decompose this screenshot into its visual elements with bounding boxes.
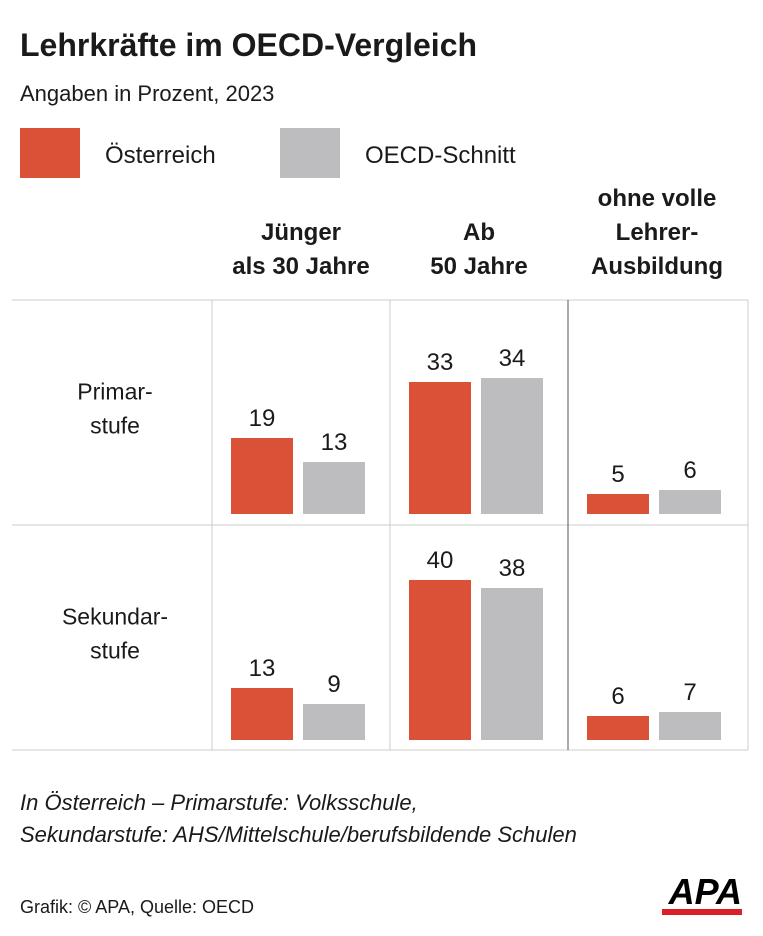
row-label: stufe	[90, 638, 140, 664]
value-label: 34	[499, 345, 526, 372]
column-header: 50 Jahre	[430, 253, 527, 280]
column-header: Ab	[463, 219, 495, 246]
bar	[659, 490, 721, 514]
bar	[303, 704, 365, 740]
bar	[481, 378, 543, 514]
column-header: als 30 Jahre	[232, 253, 369, 280]
chart-title: Lehrkräfte im OECD-Vergleich	[20, 27, 477, 63]
value-label: 7	[683, 679, 696, 706]
bar	[587, 494, 649, 514]
value-label: 6	[611, 683, 624, 710]
bar	[587, 716, 649, 740]
logo-bar	[662, 909, 742, 915]
legend-label: OECD-Schnitt	[365, 142, 516, 169]
value-label: 6	[683, 457, 696, 484]
column-header: Ausbildung	[591, 253, 723, 280]
row-label: stufe	[90, 413, 140, 439]
logo: APA	[668, 871, 742, 912]
legend-swatch	[20, 128, 80, 178]
value-label: 13	[249, 655, 276, 682]
value-label: 13	[321, 429, 348, 456]
row-label: Primar-	[77, 379, 152, 405]
legend-swatch	[280, 128, 340, 178]
bar	[409, 580, 471, 740]
value-label: 33	[427, 349, 454, 376]
footnote: Sekundarstufe: AHS/Mittelschule/berufsbi…	[20, 822, 577, 847]
column-header: ohne volle	[598, 185, 717, 212]
footnote: In Österreich – Primarstufe: Volksschule…	[20, 790, 418, 815]
bar	[659, 712, 721, 740]
column-header: Lehrer-	[616, 219, 699, 246]
source: Grafik: © APA, Quelle: OECD	[20, 897, 254, 917]
value-label: 38	[499, 555, 526, 582]
bar	[409, 382, 471, 514]
value-label: 5	[611, 461, 624, 488]
row-label: Sekundar-	[62, 604, 168, 630]
value-label: 9	[327, 671, 340, 698]
bar	[303, 462, 365, 514]
legend-label: Österreich	[105, 142, 216, 169]
column-header: Jünger	[261, 219, 341, 246]
bar	[481, 588, 543, 740]
chart-subtitle: Angaben in Prozent, 2023	[20, 81, 274, 106]
bar	[231, 688, 293, 740]
grid	[12, 299, 749, 751]
value-label: 19	[249, 405, 276, 432]
bar	[231, 438, 293, 514]
value-label: 40	[427, 547, 454, 574]
